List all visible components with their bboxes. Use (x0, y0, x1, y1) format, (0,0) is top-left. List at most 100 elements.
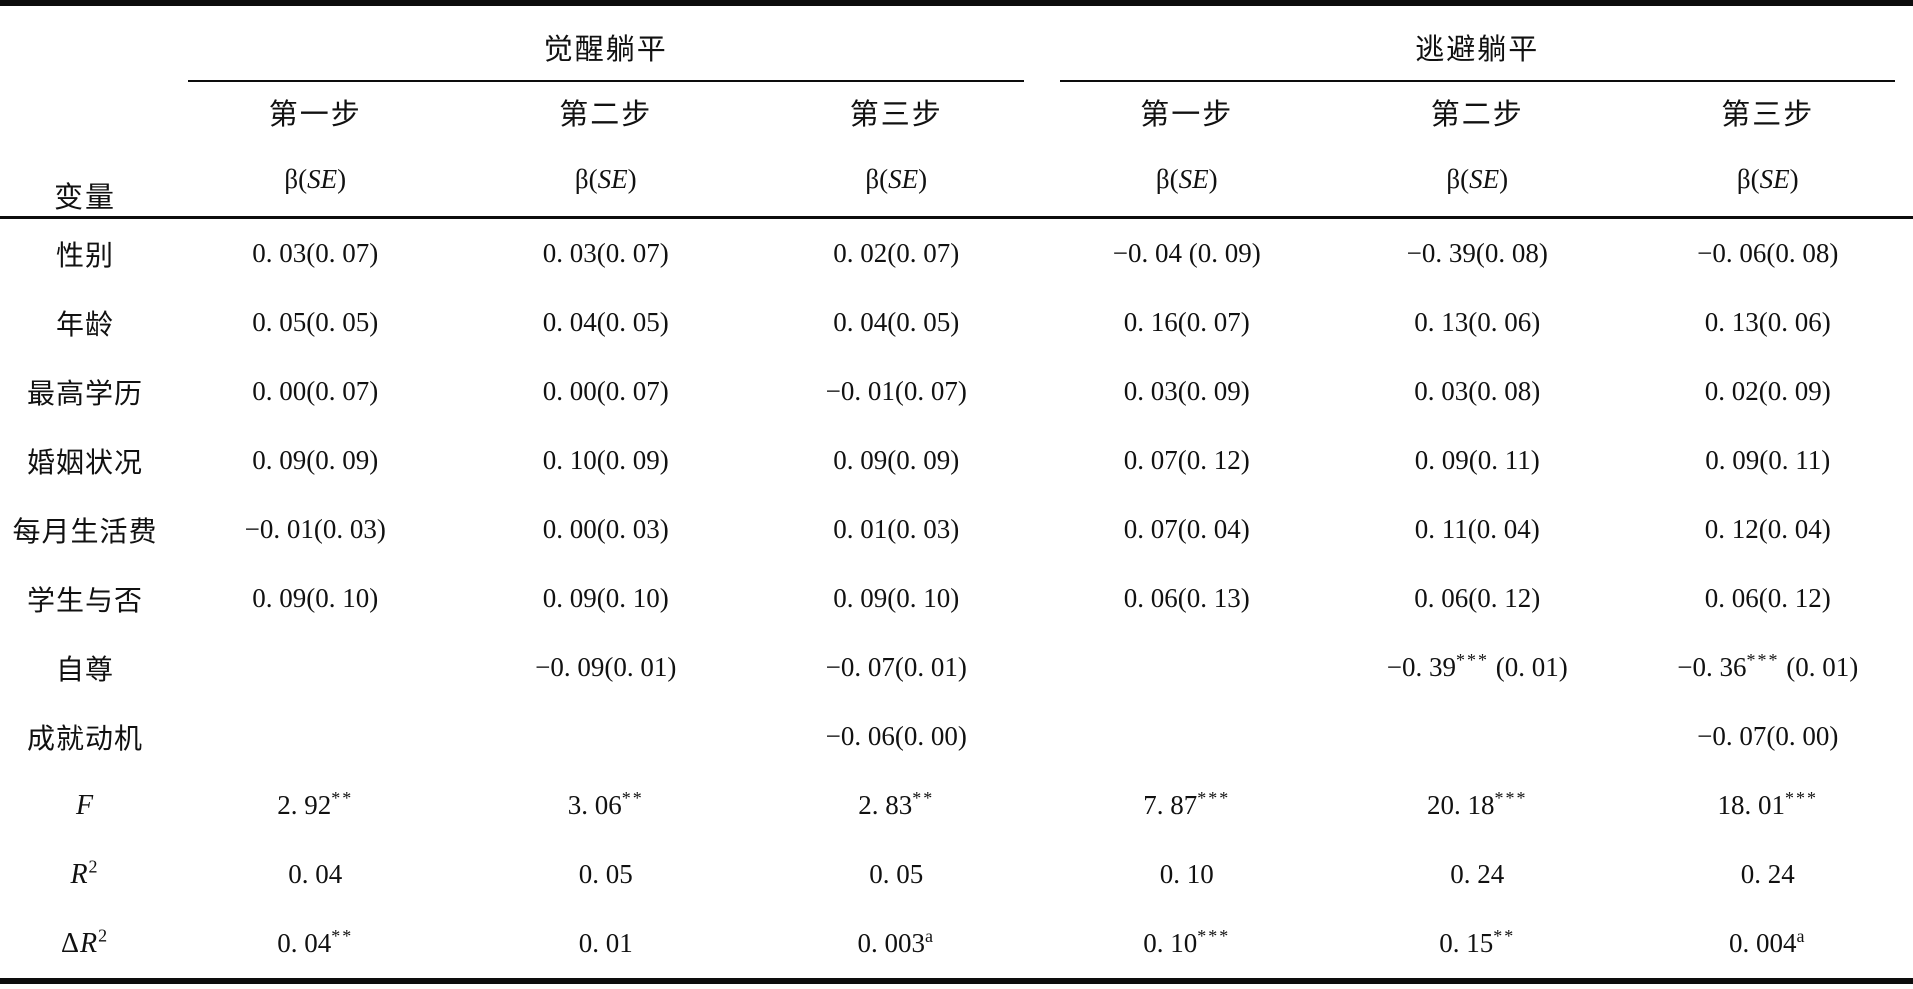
table-row: 成就动机 −0. 06(0. 00) −0. 07(0. 00) (0, 702, 1913, 771)
data-cell: 0. 09(0. 10) (542, 583, 669, 613)
data-cell: 0. 04 (288, 859, 343, 889)
beta-se-header: β(SE) (1041, 142, 1332, 219)
data-cell: 0. 00(0. 03) (542, 514, 669, 544)
data-cell (170, 633, 461, 702)
data-cell: 0. 01 (578, 928, 633, 958)
data-cell: 0. 03(0. 09) (1123, 376, 1250, 406)
group-label-awakening: 觉醒躺平 (188, 12, 1024, 82)
row-label: 婚姻状况 (26, 447, 143, 479)
table-body: 性别 0. 03(0. 07) 0. 03(0. 07) 0. 02(0. 07) −0… (0, 218, 1913, 979)
data-cell: 2. 83** (858, 788, 935, 820)
row-label: 自尊 (55, 654, 114, 686)
data-cell (1042, 633, 1333, 702)
step-header: 第三步 (849, 99, 943, 131)
data-cell: 2. 92** (277, 788, 354, 820)
data-cell: 3. 06** (567, 788, 644, 820)
table-row: 每月生活费 −0. 01(0. 03) 0. 00(0. 03) 0. 01(0. 0… (0, 495, 1913, 564)
beta-se-header: β(SE) (170, 142, 461, 219)
data-cell: 0. 10 (1159, 859, 1214, 889)
data-cell: 0. 09(0. 09) (252, 445, 379, 475)
data-cell: −0. 09(0. 01) (535, 652, 677, 682)
step-header: 第一步 (1140, 99, 1234, 131)
row-label: 最高学历 (26, 378, 143, 410)
data-cell: 0. 09(0. 11) (1705, 445, 1831, 475)
table-row: F 2. 92** 3. 06** 2. 83** 7. 87*** 20. 18*** 1… (0, 771, 1913, 840)
regression-table: 变量 觉醒躺平 逃避躺平 第一步 第二步 第三步 第一步 第二步 第三步 β(S… (0, 6, 1913, 978)
data-cell: −0. 36*** (0. 01) (1677, 650, 1859, 682)
data-cell (1042, 702, 1333, 771)
data-cell: 0. 02(0. 09) (1704, 376, 1831, 406)
table-row: 性别 0. 03(0. 07) 0. 03(0. 07) 0. 02(0. 07) −0… (0, 218, 1913, 289)
row-label: 性别 (55, 240, 114, 272)
beta-se-header: β(SE) (460, 142, 751, 219)
data-cell: 0. 03(0. 08) (1414, 376, 1541, 406)
table-header: 变量 觉醒躺平 逃避躺平 第一步 第二步 第三步 第一步 第二步 第三步 β(S… (0, 6, 1913, 219)
column-header-variable: 变量 (0, 6, 170, 219)
row-label: F (75, 789, 95, 821)
table-row: 学生与否 0. 09(0. 10) 0. 09(0. 10) 0. 09(0. 10)… (0, 564, 1913, 633)
data-cell: 0. 00(0. 07) (252, 376, 379, 406)
table-row: 年龄 0. 05(0. 05) 0. 04(0. 05) 0. 04(0. 05) 0.… (0, 288, 1913, 357)
data-cell: 0. 13(0. 06) (1414, 307, 1541, 337)
row-label: 成就动机 (26, 723, 143, 755)
data-cell: 0. 09(0. 10) (252, 583, 379, 613)
row-label: ΔR2 (60, 925, 110, 959)
data-cell: 0. 05(0. 05) (252, 307, 379, 337)
data-cell: 0. 10(0. 09) (542, 445, 669, 475)
data-cell: 0. 05 (578, 859, 633, 889)
table-row: ΔR2 0. 04** 0. 01 0. 003a 0. 10*** 0. 15** 0. … (0, 909, 1913, 978)
beta-se-header: β(SE) (1622, 142, 1913, 219)
row-label: 学生与否 (26, 585, 143, 617)
row-label: R2 (70, 856, 100, 890)
data-cell: 0. 05 (869, 859, 924, 889)
data-cell: 0. 15** (1439, 926, 1516, 958)
data-cell: 0. 004a (1729, 926, 1807, 958)
data-cell: 0. 04(0. 05) (833, 307, 960, 337)
data-cell: 0. 09(0. 09) (833, 445, 960, 475)
table-row: 婚姻状况 0. 09(0. 09) 0. 10(0. 09) 0. 09(0. 09)… (0, 426, 1913, 495)
data-cell: 0. 07(0. 04) (1123, 514, 1250, 544)
table-row: 最高学历 0. 00(0. 07) 0. 00(0. 07) −0. 01(0. 07… (0, 357, 1913, 426)
data-cell: 0. 09(0. 10) (833, 583, 960, 613)
data-cell: −0. 39*** (0. 01) (1386, 650, 1568, 682)
data-cell: 0. 07(0. 12) (1123, 445, 1250, 475)
row-label: 每月生活费 (12, 516, 158, 548)
data-cell: 0. 16(0. 07) (1123, 307, 1250, 337)
beta-se-header: β(SE) (751, 142, 1042, 219)
data-cell: −0. 39(0. 08) (1406, 238, 1548, 268)
group-header-row: 变量 觉醒躺平 逃避躺平 (0, 6, 1913, 219)
table-row: 自尊 −0. 09(0. 01) −0. 07(0. 01) −0. 39*** (0… (0, 633, 1913, 702)
beta-se-header-row: β(SE) β(SE) β(SE) β(SE) β(SE) β(SE) (0, 142, 1913, 219)
data-cell: 0. 03(0. 07) (542, 238, 669, 268)
step-header-row: 第一步 第二步 第三步 第一步 第二步 第三步 (0, 82, 1913, 142)
data-cell: −0. 06(0. 08) (1697, 238, 1839, 268)
data-cell: 18. 01*** (1717, 788, 1818, 820)
row-label: 年龄 (55, 309, 114, 341)
data-cell: 0. 11(0. 04) (1414, 514, 1540, 544)
data-cell: 0. 06(0. 12) (1704, 583, 1831, 613)
data-cell: 0. 02(0. 07) (833, 238, 960, 268)
data-cell: 0. 09(0. 11) (1414, 445, 1540, 475)
data-cell: 0. 13(0. 06) (1704, 307, 1831, 337)
data-cell: −0. 06(0. 00) (825, 721, 967, 751)
table-row: R2 0. 04 0. 05 0. 05 0. 10 0. 24 0. 24 (0, 840, 1913, 909)
data-cell: 0. 04(0. 05) (542, 307, 669, 337)
data-cell: 0. 003a (857, 926, 935, 958)
data-cell: −0. 01(0. 07) (825, 376, 967, 406)
beta-se-header: β(SE) (1332, 142, 1623, 219)
data-cell: −0. 04 (0. 09) (1112, 238, 1261, 268)
data-cell: −0. 01(0. 03) (244, 514, 386, 544)
group-header-escape: 逃避躺平 (1042, 6, 1913, 82)
data-cell: 0. 24 (1450, 859, 1505, 889)
data-cell: −0. 07(0. 00) (1697, 721, 1839, 751)
data-cell: 0. 01(0. 03) (833, 514, 960, 544)
data-cell: 0. 12(0. 04) (1704, 514, 1831, 544)
data-cell: 20. 18*** (1427, 788, 1528, 820)
data-cell: 0. 06(0. 12) (1414, 583, 1541, 613)
data-cell: 0. 04** (277, 926, 354, 958)
step-header: 第一步 (268, 99, 362, 131)
data-cell: −0. 07(0. 01) (825, 652, 967, 682)
step-header: 第二步 (1430, 99, 1524, 131)
step-header: 第二步 (559, 99, 653, 131)
